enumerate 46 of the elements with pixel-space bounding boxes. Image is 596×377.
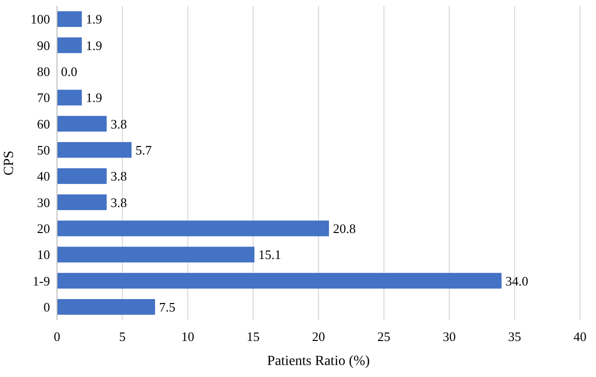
bar [57,37,82,54]
x-tick-label: 20 [312,329,325,344]
bar [57,299,156,315]
data-label: 0.0 [61,64,78,79]
bar [57,272,502,289]
y-tick-label: 30 [37,194,50,210]
bar [57,168,107,184]
data-label: 1.9 [86,12,102,27]
x-tick-label: 0 [54,329,60,344]
y-tick-label: 50 [37,142,50,158]
data-label: 3.8 [110,194,127,210]
y-tick-label: 0 [44,299,50,314]
data-label: 20.8 [332,220,356,236]
y-tick-label: 80 [37,64,50,79]
data-label: 3.8 [110,168,127,184]
y-tick-label: 100 [30,12,50,27]
x-tick-label: 25 [377,329,390,344]
x-tick-label: 30 [442,329,456,344]
data-label: 5.7 [136,142,152,158]
bar [57,194,107,210]
y-tick-label: 20 [37,220,50,236]
bar [57,11,82,27]
bar [57,90,82,106]
x-axis-title: Patients Ratio (%) [267,354,370,369]
y-tick-label: 10 [37,247,50,262]
data-label: 3.8 [110,116,127,132]
bar [57,246,254,262]
y-tick-label: 1-9 [32,273,50,288]
x-tick-label: 40 [574,329,586,344]
y-tick-label: 70 [37,90,50,106]
data-label: 34.0 [506,273,528,288]
data-label: 15.1 [258,247,282,262]
x-tick-label: 35 [508,329,522,344]
bar [57,220,329,236]
bar [57,116,107,132]
data-label: 1.9 [86,38,102,53]
x-tick-label: 10 [181,329,194,344]
x-tick-label: 15 [246,329,260,344]
x-tick-label: 5 [119,329,126,344]
y-tick-label: 40 [37,168,50,184]
y-tick-label: 90 [37,38,50,53]
y-tick-label: 60 [37,116,50,132]
y-axis-title: CPS [2,150,17,176]
data-label: 1.9 [86,90,102,106]
bar [57,142,132,158]
data-label: 7.5 [159,299,176,314]
